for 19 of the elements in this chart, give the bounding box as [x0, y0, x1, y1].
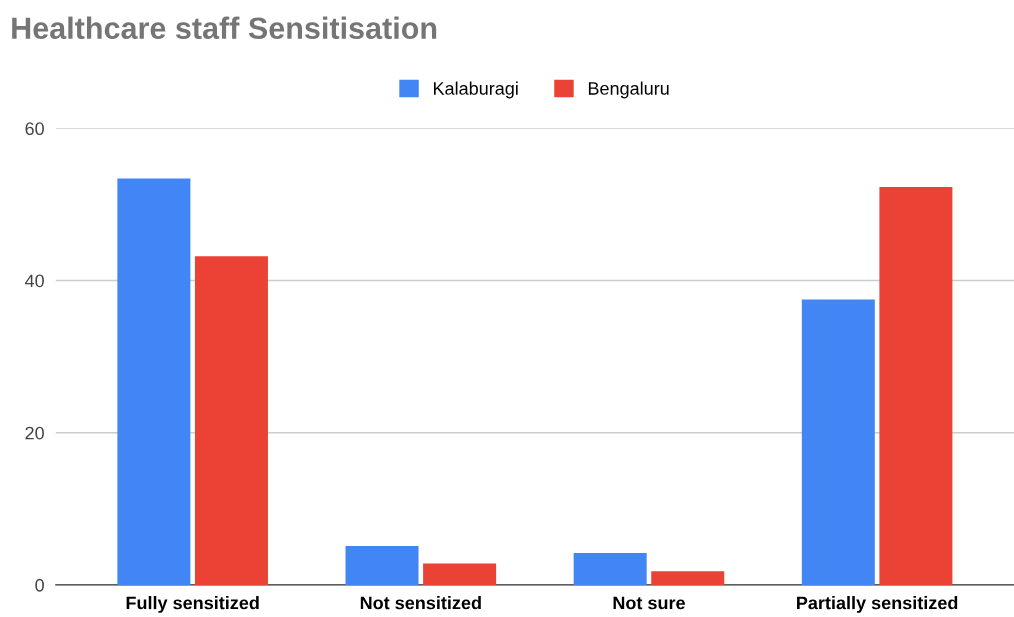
- bar: [194, 256, 268, 585]
- legend-label: Bengaluru: [588, 81, 669, 99]
- bar: [117, 178, 191, 585]
- chart-title: Healthcare staff Sensitisation: [12, 16, 437, 40]
- bar: [345, 546, 419, 585]
- bar: [879, 186, 953, 585]
- bar: [423, 563, 497, 585]
- y-tick-label: 20: [25, 426, 44, 440]
- x-tick-label: Not sure: [613, 596, 685, 610]
- y-tick-label: 60: [25, 122, 44, 136]
- x-tick-label: Not sensitized: [360, 596, 481, 610]
- legend-label: Kalaburagi: [433, 81, 518, 99]
- bar: [573, 552, 647, 585]
- bar: [801, 299, 875, 585]
- x-tick-label: Fully sensitized: [126, 596, 259, 613]
- y-tick-label: 40: [24, 274, 44, 288]
- y-tick-label: 0: [35, 578, 44, 592]
- bar: [651, 571, 725, 585]
- x-tick-label: Partially sensitized: [797, 596, 958, 613]
